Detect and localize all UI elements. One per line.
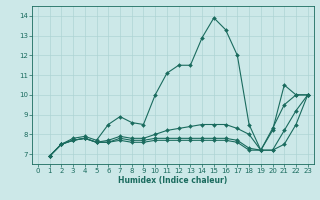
X-axis label: Humidex (Indice chaleur): Humidex (Indice chaleur) [118, 176, 228, 185]
